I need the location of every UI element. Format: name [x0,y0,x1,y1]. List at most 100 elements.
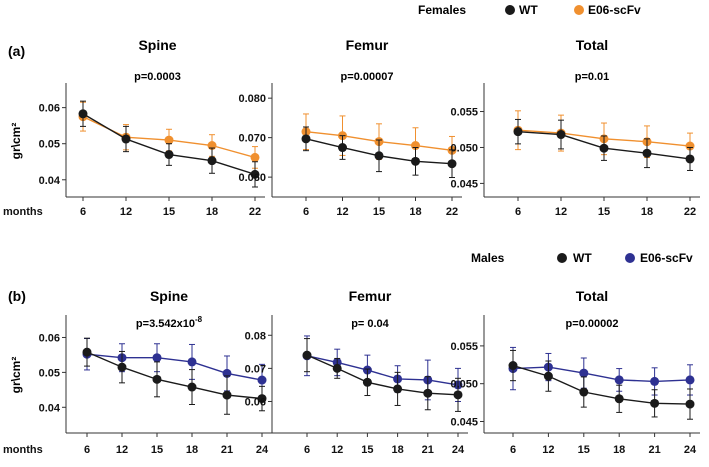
legend-title: Females [418,3,466,17]
series-e06-scfv [82,338,267,397]
p-value: p=0.00007 [341,71,394,83]
p-value: p=0.01 [575,71,610,83]
y-tick-label: 0.04 [39,402,61,414]
data-point [685,154,695,164]
p-value: p= 0.04 [351,318,389,330]
chart-femur: Femur p= 0.04 0.06 0.07 0.08 6 12 15 18 21 24 [245,288,468,456]
y-tick-label: 0.05 [39,139,60,151]
x-tick-label: 12 [542,444,554,456]
p-value-main: p=0.00007 [341,71,394,83]
p-value-exponent: -8 [195,315,203,324]
panel-letter: (a) [8,43,25,59]
x-tick-label: 6 [84,444,90,456]
x-tick-label: 21 [648,444,660,456]
data-point [187,357,197,367]
y-tick-label: 0.06 [39,332,60,344]
p-value-main: p= 0.04 [351,318,389,330]
data-point [121,134,131,144]
y-tick-label: 0.06 [39,103,60,115]
data-point [543,371,553,381]
data-point [642,148,652,158]
y-tick-label: 0.080 [238,93,266,105]
data-point [650,376,660,386]
panel-row-0: (a) Females WT E06-scFv gr\cm² months Spine p=0… [3,3,700,218]
y-tick-label: 0.05 [39,367,60,379]
x-tick-label: 12 [336,206,348,218]
legend-marker [574,5,584,15]
data-point [250,152,260,162]
series-wt [301,126,457,179]
data-point [453,390,463,400]
data-point [78,109,88,119]
panel-title: Spine [150,288,188,304]
series-wt [513,118,695,171]
x-tick-label: 24 [256,444,269,456]
y-tick-label: 0.07 [245,363,266,375]
y-axis-label: gr\cm² [9,123,23,160]
series-e06-scfv [302,335,463,402]
x-tick-label: 6 [303,206,309,218]
y-tick-label: 0.050 [450,379,478,391]
y-axis-label: gr\cm² [9,357,23,394]
p-value-main: p=3.542x10 [136,318,195,330]
x-tick-label: 15 [598,206,610,218]
x-tick-label: 21 [221,444,233,456]
data-point [579,387,589,397]
x-tick-label: 22 [446,206,458,218]
data-point [685,375,695,385]
x-tick-label: 24 [684,444,697,456]
panel-title: Femur [349,288,392,304]
y-tick-label: 0.06 [245,396,266,408]
panel-title: Spine [138,37,176,53]
data-point [117,362,127,372]
data-point [250,169,260,179]
data-point [685,399,695,409]
series-line [306,354,459,396]
x-tick-label: 6 [510,444,516,456]
x-tick-label: 22 [684,206,696,218]
series-line [306,355,459,386]
y-tick-label: 0.070 [238,133,266,145]
data-point [393,384,403,394]
p-value: p=3.542x10-8 [136,315,203,330]
x-tick-label: 12 [331,444,343,456]
x-tick-label: 15 [361,444,373,456]
legend-label: E06-scFv [588,3,641,17]
x-tick-label: 12 [555,206,567,218]
data-point [207,156,217,166]
data-point [599,143,609,153]
p-value: p=0.0003 [134,71,181,83]
series-line [512,366,691,383]
panel-row-1: (b) Males WT E06-scFv gr\cm² months Spine p=3.5… [3,251,700,456]
x-tick-label: 21 [422,444,434,456]
x-tick-label: 18 [641,206,653,218]
data-point [362,377,372,387]
data-point [187,382,197,392]
chart-spine: Spine p=3.542x10-8 0.04 0.05 0.06 6 12 15 18 21 24 [39,288,272,456]
data-point [152,353,162,363]
x-tick-label: 22 [249,206,261,218]
data-point [257,394,267,404]
data-point [222,390,232,400]
data-point [411,156,420,166]
data-point [164,135,174,145]
data-point [423,388,433,398]
y-tick-label: 0.04 [39,175,61,187]
legend: Females WT E06-scFv [418,3,641,17]
data-point [508,361,518,371]
data-point [302,350,312,360]
x-tick-label: 15 [373,206,385,218]
legend-marker [625,253,635,263]
series-line [512,364,691,405]
p-value-main: p=0.0003 [134,71,181,83]
series-e06-scfv [508,346,695,396]
x-tick-label: 15 [578,444,590,456]
legend-title: Males [471,251,505,265]
data-point [579,368,589,378]
series-wt [82,337,267,415]
legend-label: WT [573,251,592,265]
legend-label: WT [519,3,538,17]
legend-marker [505,5,515,15]
chart-femur: Femur p=0.00007 0.060 0.070 0.080 6 12 15 18 22 [238,37,462,218]
